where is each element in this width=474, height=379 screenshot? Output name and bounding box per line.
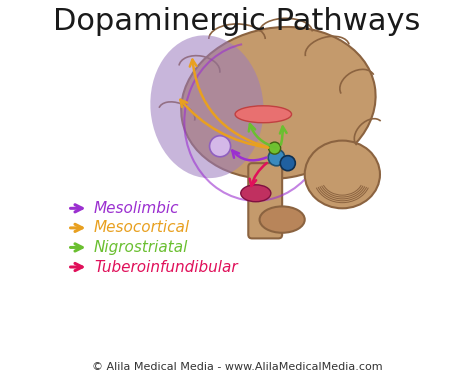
- Circle shape: [210, 136, 231, 157]
- FancyBboxPatch shape: [248, 163, 282, 238]
- Circle shape: [280, 156, 295, 171]
- Ellipse shape: [260, 207, 305, 233]
- Ellipse shape: [241, 185, 271, 202]
- Text: Mesocortical: Mesocortical: [94, 220, 190, 235]
- Ellipse shape: [181, 27, 375, 179]
- Text: Nigrostriatal: Nigrostriatal: [94, 240, 188, 255]
- Ellipse shape: [235, 106, 292, 123]
- Text: Dopaminergic Pathways: Dopaminergic Pathways: [53, 7, 421, 36]
- Ellipse shape: [305, 141, 380, 208]
- Text: Mesolimbic: Mesolimbic: [94, 201, 180, 216]
- Circle shape: [268, 149, 285, 166]
- Ellipse shape: [150, 35, 264, 178]
- Text: Tuberoinfundibular: Tuberoinfundibular: [94, 260, 237, 274]
- Circle shape: [269, 142, 281, 154]
- Text: © Alila Medical Media - www.AlilaMedicalMedia.com: © Alila Medical Media - www.AlilaMedical…: [91, 362, 383, 372]
